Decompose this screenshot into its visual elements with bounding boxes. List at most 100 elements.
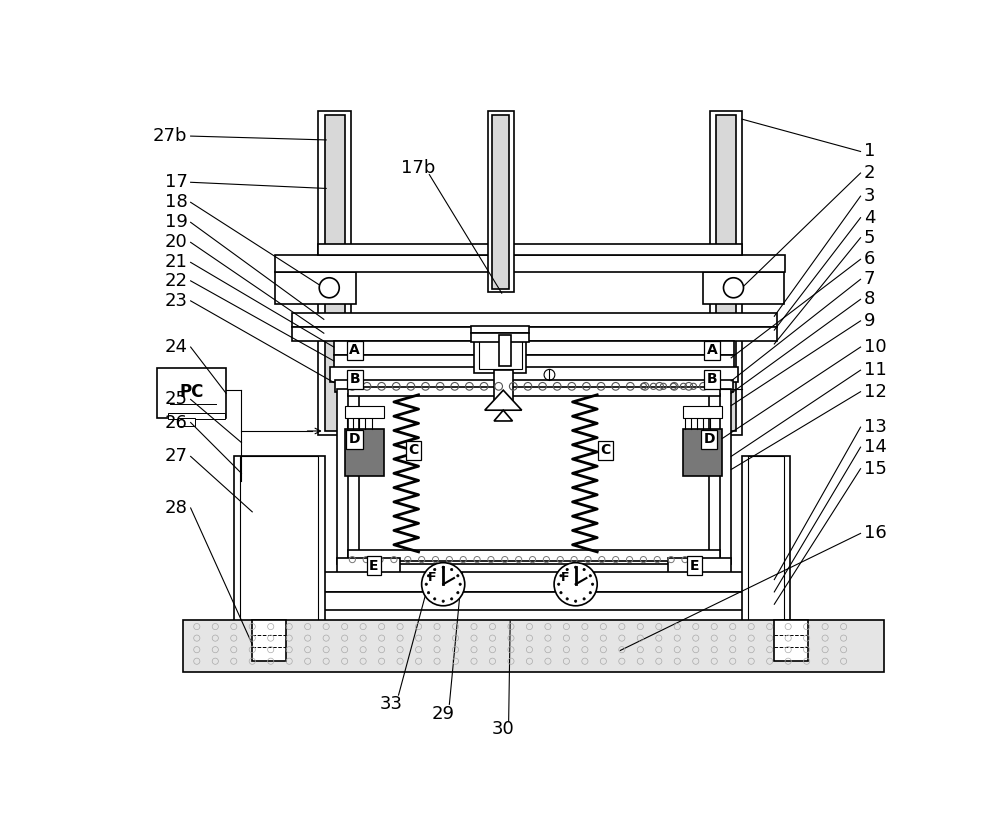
Text: 17: 17: [165, 173, 188, 192]
Bar: [183, 620, 884, 672]
Text: 2: 2: [864, 164, 875, 182]
Bar: [668, 558, 731, 573]
Circle shape: [589, 591, 591, 594]
Bar: [168, 413, 225, 420]
Text: A: A: [349, 343, 360, 357]
Bar: [683, 406, 722, 418]
Text: A: A: [707, 343, 717, 357]
Circle shape: [457, 591, 459, 594]
Circle shape: [451, 598, 453, 600]
Text: 7: 7: [864, 270, 875, 288]
Circle shape: [583, 568, 585, 571]
Bar: [348, 550, 720, 561]
Bar: [348, 395, 720, 558]
Bar: [334, 341, 734, 354]
Bar: [275, 254, 785, 272]
Bar: [292, 313, 777, 327]
Text: 15: 15: [864, 460, 886, 477]
Circle shape: [574, 600, 577, 602]
Text: 28: 28: [165, 499, 188, 517]
Bar: [318, 112, 351, 434]
Bar: [292, 592, 777, 612]
Bar: [292, 572, 777, 592]
Bar: [157, 368, 226, 418]
Bar: [471, 333, 529, 343]
Bar: [471, 325, 529, 333]
Text: 27b: 27b: [153, 127, 188, 145]
Text: 23: 23: [165, 292, 188, 310]
Circle shape: [425, 583, 427, 586]
Text: 5: 5: [864, 229, 875, 247]
Circle shape: [554, 563, 597, 605]
Bar: [292, 327, 777, 341]
Text: 3: 3: [864, 188, 875, 205]
Bar: [345, 406, 384, 418]
Text: 18: 18: [165, 193, 188, 211]
Text: 30: 30: [492, 720, 515, 738]
Bar: [335, 380, 733, 392]
Text: 10: 10: [864, 338, 886, 356]
Circle shape: [442, 566, 444, 568]
Text: D: D: [349, 433, 360, 447]
Bar: [318, 244, 742, 254]
Text: B: B: [349, 373, 360, 387]
Circle shape: [427, 575, 430, 577]
Bar: [557, 572, 594, 582]
Circle shape: [560, 575, 562, 577]
Circle shape: [723, 278, 744, 298]
Polygon shape: [494, 411, 512, 421]
Bar: [709, 394, 720, 559]
Bar: [240, 456, 318, 625]
Bar: [488, 112, 514, 292]
Text: 11: 11: [864, 361, 886, 379]
Text: 4: 4: [864, 209, 875, 226]
Text: 29: 29: [432, 705, 455, 723]
Text: 12: 12: [864, 382, 886, 401]
Bar: [234, 456, 325, 621]
Bar: [348, 387, 720, 396]
Text: 16: 16: [864, 525, 886, 543]
Bar: [299, 610, 769, 621]
Bar: [499, 335, 511, 366]
Circle shape: [566, 598, 568, 600]
Circle shape: [574, 566, 577, 568]
Bar: [334, 354, 734, 368]
Circle shape: [459, 583, 461, 586]
Text: 33: 33: [379, 695, 402, 714]
Bar: [345, 429, 384, 477]
Circle shape: [589, 575, 591, 577]
Circle shape: [591, 583, 594, 586]
Circle shape: [434, 568, 436, 571]
Text: B: B: [707, 373, 717, 387]
Text: C: C: [408, 444, 419, 458]
Text: 14: 14: [864, 438, 886, 456]
Circle shape: [583, 598, 585, 600]
Text: F: F: [428, 571, 437, 584]
Text: D: D: [703, 433, 715, 447]
Text: 25: 25: [165, 391, 188, 408]
Text: E: E: [690, 558, 699, 572]
Bar: [683, 429, 722, 477]
Polygon shape: [485, 390, 522, 411]
Text: 24: 24: [165, 338, 188, 356]
Circle shape: [319, 278, 339, 298]
Text: F: F: [561, 571, 569, 584]
Text: 17b: 17b: [401, 159, 436, 178]
Text: C: C: [600, 444, 611, 458]
Text: 13: 13: [864, 418, 886, 436]
Bar: [742, 456, 790, 621]
Text: 6: 6: [864, 250, 875, 268]
Bar: [275, 272, 356, 304]
Text: 21: 21: [165, 254, 188, 272]
Bar: [748, 456, 784, 625]
Text: E: E: [369, 558, 379, 572]
Circle shape: [566, 568, 568, 571]
Bar: [479, 333, 522, 368]
Text: 9: 9: [864, 312, 875, 330]
Bar: [325, 116, 345, 431]
Circle shape: [560, 591, 562, 594]
Circle shape: [457, 575, 459, 577]
Text: 8: 8: [864, 290, 875, 308]
Bar: [703, 272, 784, 304]
Bar: [337, 558, 400, 573]
